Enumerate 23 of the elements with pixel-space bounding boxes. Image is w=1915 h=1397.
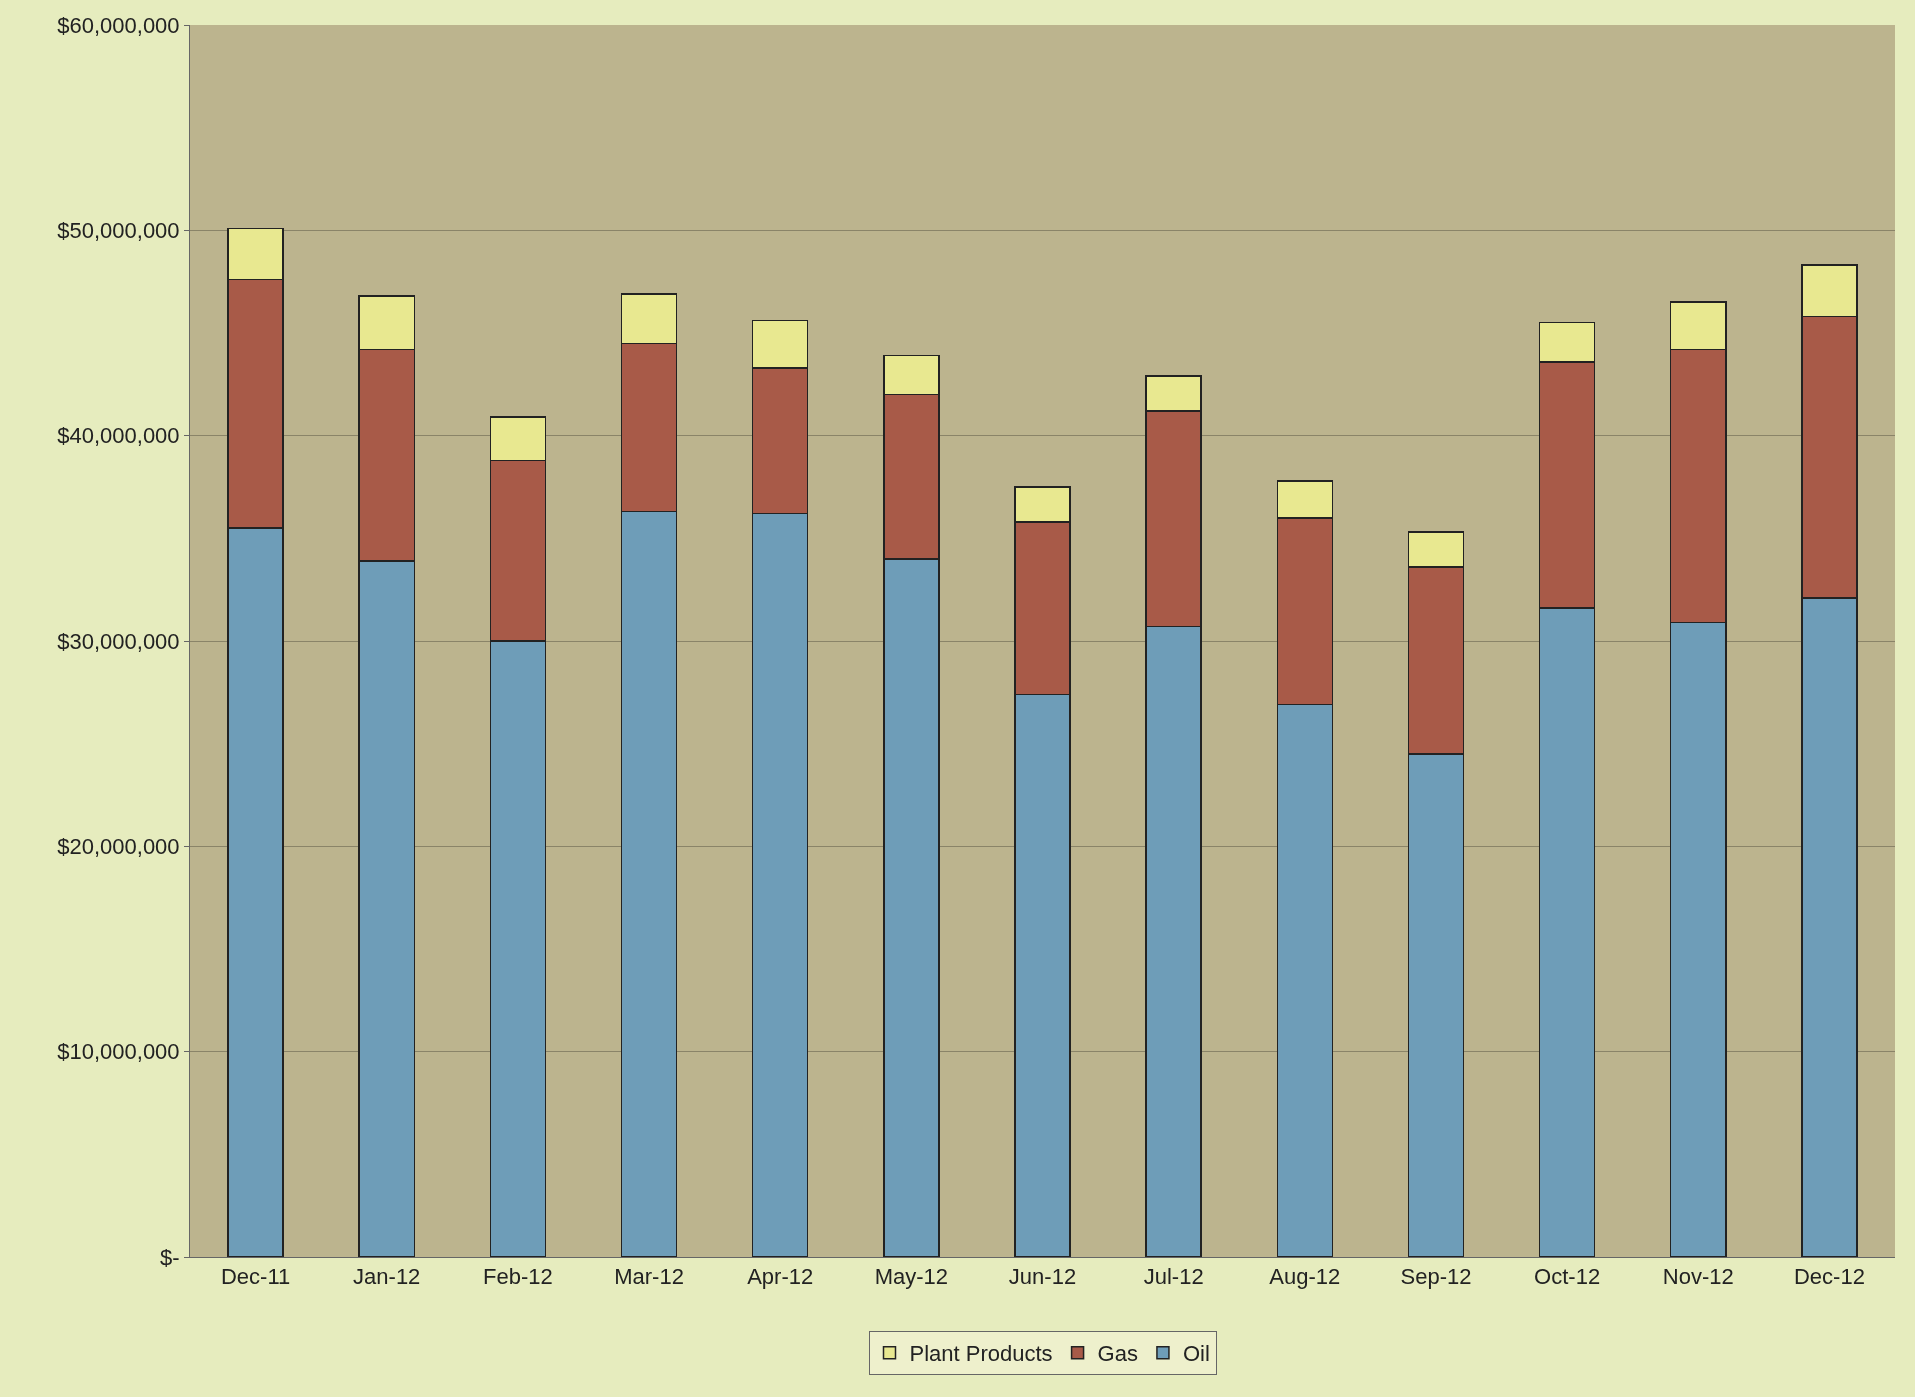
y-tick-label: $40,000,000 bbox=[57, 423, 180, 449]
y-tick-label: $60,000,000 bbox=[57, 12, 180, 38]
x-tick-label: May-12 bbox=[874, 1264, 949, 1290]
x-tick-label: Apr-12 bbox=[747, 1264, 814, 1290]
y-tick-label: $30,000,000 bbox=[57, 628, 180, 654]
x-tick-label: Oct-12 bbox=[1534, 1264, 1601, 1290]
x-tick-label: Dec-11 bbox=[220, 1264, 291, 1290]
y-tick-label: $10,000,000 bbox=[57, 1039, 180, 1065]
y-tick-label: $20,000,000 bbox=[57, 834, 180, 860]
legend-label: Oil bbox=[1182, 1341, 1210, 1367]
x-tick-label: Mar-12 bbox=[614, 1264, 684, 1290]
x-tick-label: Jun-12 bbox=[1008, 1264, 1077, 1290]
x-tick-label: Jul-12 bbox=[1143, 1264, 1204, 1290]
x-tick-label: Sep-12 bbox=[1400, 1264, 1472, 1290]
legend-label: Gas bbox=[1097, 1341, 1138, 1367]
y-tick-label: $- bbox=[160, 1244, 180, 1270]
x-tick-label: Dec-12 bbox=[1793, 1264, 1865, 1290]
y-tick-label: $50,000,000 bbox=[57, 218, 180, 244]
x-tick-label: Aug-12 bbox=[1269, 1264, 1341, 1290]
x-tick-label: Jan-12 bbox=[353, 1264, 421, 1290]
legend-label: Plant Products bbox=[909, 1341, 1053, 1367]
x-tick-label: Feb-12 bbox=[483, 1264, 553, 1290]
x-tick-label: Nov-12 bbox=[1662, 1264, 1734, 1290]
